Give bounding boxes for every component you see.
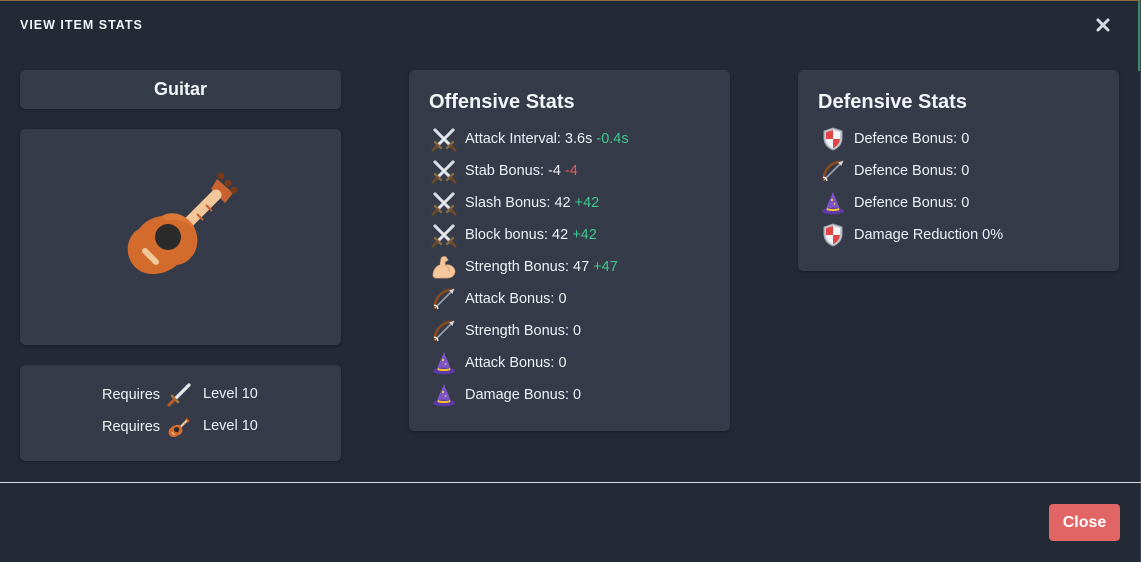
offensive-stats-title: Offensive Stats	[429, 91, 575, 113]
item-name: Guitar	[153, 79, 207, 99]
defensive-stats-title: Defensive Stats	[818, 91, 967, 113]
stat-value: Stab Bonus: -4	[465, 163, 561, 179]
stat-row: Strength Bonus: 47 +47	[431, 254, 721, 282]
requirement-row: Requires Level 10	[20, 414, 341, 440]
stat-text: Attack Bonus: 0	[465, 291, 567, 307]
bow-and-arrow-icon	[820, 158, 846, 184]
stat-row: Defence Bonus: 0	[820, 126, 1110, 154]
stat-text: Attack Interval: 3.6s -0.4s	[465, 131, 629, 147]
requirement-level: Level 10	[203, 386, 258, 402]
stat-value: Strength Bonus: 0	[465, 323, 582, 339]
stat-value: Slash Bonus: 42	[465, 195, 571, 211]
stat-delta: +47	[593, 259, 618, 275]
stat-value: Damage Bonus: 0	[465, 387, 582, 403]
stat-row: Block bonus: 42 +42	[431, 222, 721, 250]
shield-icon	[820, 126, 846, 152]
stat-text: Defence Bonus: 0	[854, 163, 969, 179]
stat-text: Stab Bonus: -4 -4	[465, 163, 578, 179]
crossed-swords-icon	[431, 190, 457, 216]
requirement-label: Requires	[102, 419, 161, 435]
stat-value: Block bonus: 42	[465, 227, 569, 243]
stat-text: Defence Bonus: 0	[854, 131, 969, 147]
stat-row: Slash Bonus: 42 +42	[431, 190, 721, 218]
stat-row: Attack Interval: 3.6s -0.4s	[431, 126, 721, 154]
stat-text: Attack Bonus: 0	[465, 355, 567, 371]
stat-row: Defence Bonus: 0	[820, 190, 1110, 218]
stat-value: Damage Reduction 0%	[854, 227, 1004, 243]
offensive-stats-card: Offensive Stats Attack Interval: 3.6s -0…	[409, 70, 730, 431]
stat-delta: -4	[564, 163, 578, 179]
close-button[interactable]: Close	[1049, 504, 1120, 541]
stat-row: Attack Bonus: 0	[431, 286, 721, 314]
stat-value: Strength Bonus: 47	[465, 259, 590, 275]
stat-delta: +42	[574, 195, 600, 211]
guitar-icon	[166, 414, 192, 440]
requirements-card: Requires Level 10 Requires Level 10	[20, 365, 341, 461]
flexed-bicep-icon	[431, 254, 457, 280]
stat-text: Defence Bonus: 0	[854, 195, 969, 211]
sword-icon	[166, 382, 192, 408]
requirement-level: Level 10	[203, 418, 258, 434]
stat-row: Attack Bonus: 0	[431, 350, 721, 378]
stat-text: Strength Bonus: 0	[465, 323, 581, 339]
stat-row: Damage Reduction 0%	[820, 222, 1110, 250]
wizard-hat-icon	[820, 190, 846, 216]
wizard-hat-icon	[431, 350, 457, 376]
stat-row: Stab Bonus: -4 -4	[431, 158, 721, 186]
requirement-label: Requires	[102, 387, 161, 403]
guitar-icon	[115, 159, 245, 289]
stat-delta: +42	[572, 227, 597, 243]
stat-value: Attack Bonus: 0	[465, 291, 567, 307]
close-icon[interactable]	[1094, 15, 1112, 35]
stat-delta: -0.4s	[596, 131, 629, 147]
crossed-swords-icon	[431, 222, 457, 248]
modal-title: VIEW ITEM STATS	[20, 18, 143, 32]
crossed-swords-icon	[431, 158, 457, 184]
stat-value: Attack Interval: 3.6s	[465, 131, 593, 147]
wizard-hat-icon	[431, 382, 457, 408]
stat-value: Defence Bonus: 0	[854, 195, 970, 211]
bow-and-arrow-icon	[431, 286, 457, 312]
defensive-stats-card: Defensive Stats Defence Bonus: 0 Defence …	[798, 70, 1119, 271]
stat-text: Block bonus: 42 +42	[465, 227, 597, 243]
shield-icon	[820, 222, 846, 248]
item-image-card	[20, 129, 341, 345]
requirement-row: Requires Level 10	[20, 382, 341, 408]
modal-header: VIEW ITEM STATS	[0, 1, 1140, 51]
stat-text: Slash Bonus: 42 +42	[465, 195, 599, 211]
bow-and-arrow-icon	[431, 318, 457, 344]
crossed-swords-icon	[431, 126, 457, 152]
stat-row: Defence Bonus: 0	[820, 158, 1110, 186]
stat-value: Defence Bonus: 0	[854, 163, 970, 179]
stat-text: Strength Bonus: 47 +47	[465, 259, 618, 275]
background-strip	[1138, 1, 1140, 71]
stat-row: Damage Bonus: 0	[431, 382, 721, 410]
stat-text: Damage Reduction 0%	[854, 227, 1003, 243]
stat-value: Defence Bonus: 0	[854, 131, 970, 147]
footer-divider	[0, 482, 1141, 483]
item-name-card: Guitar	[20, 70, 341, 109]
stat-row: Strength Bonus: 0	[431, 318, 721, 346]
stat-value: Attack Bonus: 0	[465, 355, 567, 371]
stat-text: Damage Bonus: 0	[465, 387, 581, 403]
